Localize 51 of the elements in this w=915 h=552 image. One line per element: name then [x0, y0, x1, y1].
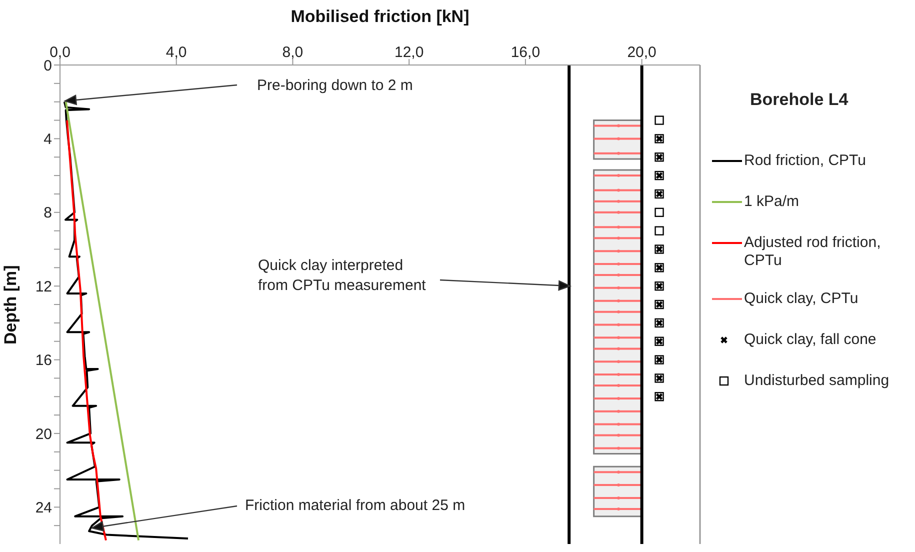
point — [654, 116, 664, 125]
point — [617, 422, 620, 426]
point — [617, 347, 620, 350]
line-series — [63, 100, 189, 540]
point — [617, 360, 620, 364]
y-tick-label: 12 — [35, 278, 52, 296]
legend-label: Quick clay, fall cone — [744, 331, 876, 349]
legend-label: Adjusted rod friction, CPTu — [744, 234, 882, 270]
y-tick-label: 24 — [35, 499, 52, 516]
y-tick-label: 20 — [35, 426, 52, 443]
point — [617, 410, 620, 413]
x-axis-title: Mobilised friction [kN] — [290, 7, 470, 26]
y-axis-title: Depth [m] — [1, 265, 20, 344]
point — [617, 226, 620, 229]
point — [617, 236, 620, 240]
x-tick-label: 12,0 — [394, 44, 424, 61]
point — [617, 470, 620, 474]
y-tick-label: 0 — [44, 57, 52, 74]
legend-label: Quick clay, CPTu — [744, 290, 858, 308]
y-tick-label: 16 — [35, 352, 52, 370]
point — [617, 323, 620, 326]
annotation: Friction material from about 25 m — [245, 497, 466, 514]
point — [617, 299, 620, 302]
legend-label: 1 kPa/m — [744, 193, 800, 211]
x-tick-label: 4,0 — [166, 44, 187, 61]
point — [617, 336, 620, 340]
x-tick-label: 16,0 — [510, 44, 540, 61]
point — [617, 124, 620, 128]
point — [617, 434, 620, 437]
point — [617, 137, 620, 140]
point — [617, 446, 620, 450]
point — [617, 210, 620, 214]
point — [617, 152, 620, 155]
line-series — [66, 119, 107, 542]
point — [617, 188, 620, 192]
legend-title: Borehole L4 — [750, 90, 850, 110]
x-tick-label: 8,0 — [282, 44, 304, 61]
point — [654, 208, 664, 217]
point — [617, 310, 620, 314]
legend-label: Rod friction, CPTu — [744, 152, 866, 170]
annotation: Quick clay interpreted from CPTu measurement — [258, 257, 427, 294]
point — [617, 286, 620, 290]
point — [617, 250, 620, 253]
y-tick-label: 4 — [44, 131, 52, 148]
legend-label: Undisturbed sampling — [744, 372, 890, 390]
y-tick-label: 8 — [44, 204, 52, 222]
annotation: Pre-boring down to 2 m — [257, 77, 413, 94]
point — [617, 200, 620, 203]
x-tick-label: 20,0 — [627, 44, 656, 61]
x-tick-label: 0,0 — [50, 44, 70, 61]
point — [654, 226, 664, 236]
